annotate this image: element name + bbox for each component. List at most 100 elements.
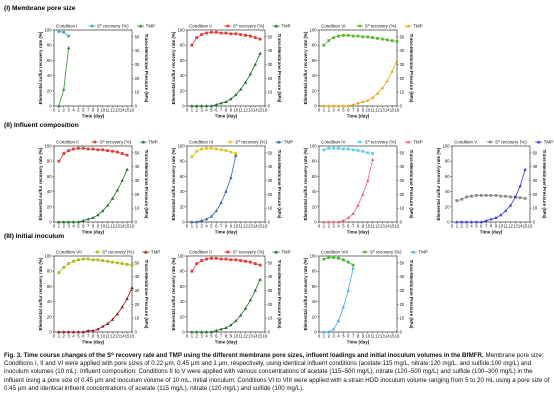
x-tick-label: 9 [362,224,365,229]
tmp-data-point [366,178,370,182]
s0-data-point [115,261,119,265]
x-tick-label: 7 [485,224,488,229]
figure: (I) Membrane pore size (II) Influent com… [4,5,554,345]
tmp-data-point [199,218,204,222]
x-tick-label: 11 [238,108,243,113]
legend-tmp-label: TMP [413,24,423,29]
s0-series-line [58,258,133,273]
y-left-tick-label: 60 [312,174,317,179]
x-tick-label: 16 [130,224,135,229]
s0-data-point [361,35,365,39]
legend-condition: Condition I [56,24,78,29]
y-right-tick-label: 10 [268,316,273,321]
y-right-axis-label: Trans-Membrane Pressure (kPa) [277,260,282,329]
tmp-data-point [96,213,100,217]
s0-data-point [111,260,114,264]
s0-data-point [229,150,233,154]
x-tick-label: 14 [385,108,390,113]
y-right-tick-label: 0 [268,104,271,109]
s0-data-point [67,149,71,152]
s0-data-point [332,256,336,259]
tmp-data-point [195,220,199,224]
y-right-tick-label: 0 [135,220,138,225]
y-left-tick-label: 60 [47,284,52,289]
y-right-tick-label: 40 [135,274,140,279]
y-left-tick-label: 100 [310,28,318,33]
legend-s0-label: S⁰ recovery (%) [235,140,267,145]
y-left-tick-label: 0 [182,330,185,335]
y-left-tick-label: 100 [178,28,186,33]
legend-tmp-label: TMP [544,140,554,145]
s0-data-point [205,31,208,35]
x-tick-label: 7 [220,224,223,229]
s0-data-point [470,194,473,198]
tmp-data-point [248,298,253,302]
x-tick-label: 5 [77,224,80,229]
s0-data-point [214,147,218,151]
x-tick-label: 14 [253,334,258,339]
y-right-tick-label: 30 [135,178,140,183]
x-tick-label: 12 [375,224,380,229]
s0-data-point [190,269,194,273]
x-tick-label: 10 [498,224,503,229]
y-left-axis-label: Elemental sulfur recovery rate (%) [38,31,43,104]
y-right-tick-label: 40 [268,48,273,53]
legend-s0-label: S⁰ recovery (%) [102,250,134,255]
y-left-axis-label: Elemental sulfur recovery rate (%) [303,147,308,220]
x-tick-label: 13 [513,224,518,229]
x-tick-label: 6 [215,224,218,229]
legend-s0-marker [363,250,367,254]
plot-frame [186,145,266,223]
x-tick-label: 16 [263,334,268,339]
tmp-data-point [341,218,346,222]
x-tick-label: 11 [503,224,508,229]
y-right-tick-label: 0 [533,220,536,225]
y-right-axis-label: Trans-Membrane Pressure (kPa) [409,34,414,103]
tmp-data-point [258,51,262,55]
x-tick-label: 13 [248,108,253,113]
tmp-series-line [191,155,237,223]
legend-tmp-label: TMP [151,250,161,255]
x-tick-label: 8 [92,224,95,229]
x-tick-label: 8 [92,334,95,339]
x-tick-label: 10 [365,108,370,113]
x-tick-label: 1 [323,224,326,229]
plot-frame [53,255,133,333]
y-left-tick-label: 20 [445,204,450,209]
s0-data-point [67,34,71,38]
y-left-tick-label: 20 [312,88,317,93]
s0-data-point [200,33,204,36]
chart-panel-ii-2: 0 1 2 3 4 5 6 7 8 9 10 11 12 13 14 15 160204060801000102… [171,140,293,235]
tmp-data-point [336,319,341,323]
y-right-tick-label: 30 [268,62,273,67]
x-tick-label: 5 [210,108,213,113]
tmp-data-point [351,211,355,215]
y-left-tick-label: 20 [47,314,52,319]
s0-data-point [57,271,61,275]
x-tick-label: 12 [110,108,115,113]
tmp-series-line [323,60,398,107]
legend-tmp-marker [144,250,148,254]
y-left-tick-label: 80 [180,269,185,274]
legend-tmp-marker [141,140,145,144]
y-left-tick-label: 60 [47,174,52,179]
tmp-data-point [62,330,66,334]
tmp-data-point [209,104,214,108]
tmp-data-point [110,196,115,200]
y-left-tick-label: 40 [47,73,52,78]
s0-data-point [62,152,66,155]
s0-data-point [346,33,350,37]
y-left-tick-label: 0 [314,330,317,335]
s0-data-point [229,258,233,262]
s0-data-point [86,257,90,261]
y-left-tick-label: 40 [312,189,317,194]
x-tick-label: 8 [357,108,360,113]
s0-data-point [248,34,252,38]
s0-series-line [323,34,398,46]
x-tick-label: 4 [337,224,340,229]
s0-data-point [125,153,129,157]
plot-frame [318,29,398,107]
x-tick-label: 2 [196,334,199,339]
y-left-tick-label: 40 [312,73,317,78]
y-right-axis-label: Trans-Membrane Pressure (kPa) [144,34,149,103]
